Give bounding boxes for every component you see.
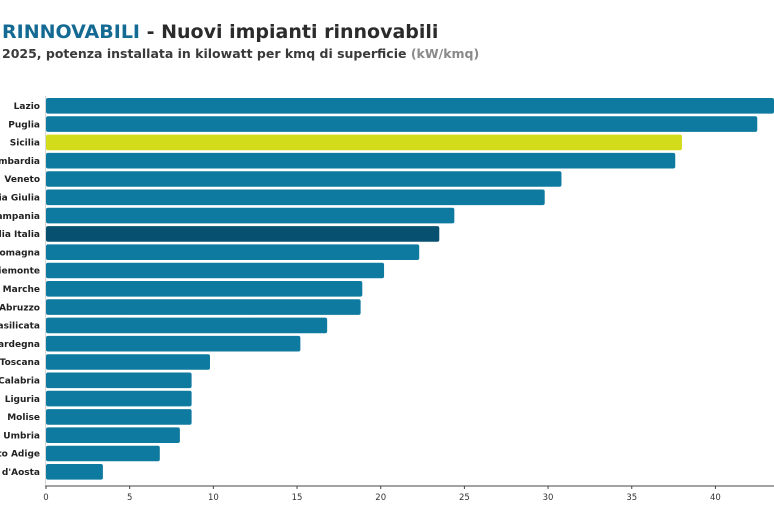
category-label-2: Sicilia [10, 139, 40, 149]
x-tick-label-1: 5 [127, 493, 132, 503]
category-label-5: ia Giulia [0, 194, 40, 204]
bar-20 [46, 464, 103, 480]
bar-2 [46, 134, 682, 151]
bar-19 [46, 445, 160, 462]
chart-title-accent: RINNOVABILI [2, 21, 140, 43]
bar-6 [46, 207, 455, 224]
bar-16 [46, 390, 192, 407]
category-label-4: Veneto [4, 175, 40, 185]
category-label-14: Toscana [0, 358, 40, 368]
bar-11 [46, 299, 361, 315]
category-label-0: Lazio [14, 102, 40, 112]
bar-10 [46, 281, 363, 297]
bar-7 [46, 226, 440, 242]
chart-subtitle: 2025, potenza installata in kilowatt per… [2, 46, 479, 61]
category-label-15: Calabria [0, 377, 40, 387]
chart-subtitle-text: 2025, potenza installata in kilowatt per… [2, 46, 411, 61]
x-tick-label-0: 0 [43, 493, 48, 503]
category-label-19: to Adige [0, 450, 40, 460]
category-label-9: iemonte [0, 267, 40, 277]
category-label-11: Abruzzo [0, 303, 40, 313]
bar-12 [46, 317, 328, 334]
chart-title: RINNOVABILI - Nuovi impianti rinnovabili [2, 20, 438, 44]
bar-4 [46, 171, 562, 187]
chart-subtitle-unit: (kW/kmq) [410, 46, 480, 61]
category-label-8: omagna [0, 248, 40, 258]
chart-title-text: - Nuovi impianti rinnovabili [140, 21, 439, 43]
x-tick-label-5: 25 [459, 493, 470, 503]
category-label-7: dia Italia [0, 230, 40, 240]
bar-13 [46, 335, 301, 352]
category-label-17: Molise [7, 413, 40, 423]
bar-1 [46, 116, 758, 132]
bar-0 [46, 98, 774, 114]
bar-14 [46, 354, 211, 370]
x-tick-label-3: 15 [292, 493, 303, 503]
category-label-20: d'Aosta [2, 468, 40, 478]
category-label-18: Umbria [3, 431, 40, 441]
x-tick-label-8: 40 [710, 493, 721, 503]
x-tick-label-7: 35 [626, 493, 637, 503]
category-label-16: Liguria [5, 395, 40, 405]
category-label-6: ampania [0, 212, 40, 222]
category-label-13: ardegna [0, 340, 40, 350]
x-tick-label-6: 30 [543, 493, 554, 503]
bar-17 [46, 409, 192, 425]
category-label-1: Puglia [8, 120, 40, 130]
category-label-10: Marche [3, 285, 40, 295]
x-tick-label-4: 20 [375, 493, 386, 503]
bar-8 [46, 244, 420, 260]
category-label-12: asilicata [0, 322, 40, 332]
bar-5 [46, 189, 545, 206]
bar-15 [46, 372, 192, 389]
x-tick-label-2: 10 [208, 493, 219, 503]
category-label-3: mbardia [0, 157, 40, 167]
bar-9 [46, 262, 385, 279]
bar-3 [46, 152, 676, 169]
bar-18 [46, 427, 180, 443]
